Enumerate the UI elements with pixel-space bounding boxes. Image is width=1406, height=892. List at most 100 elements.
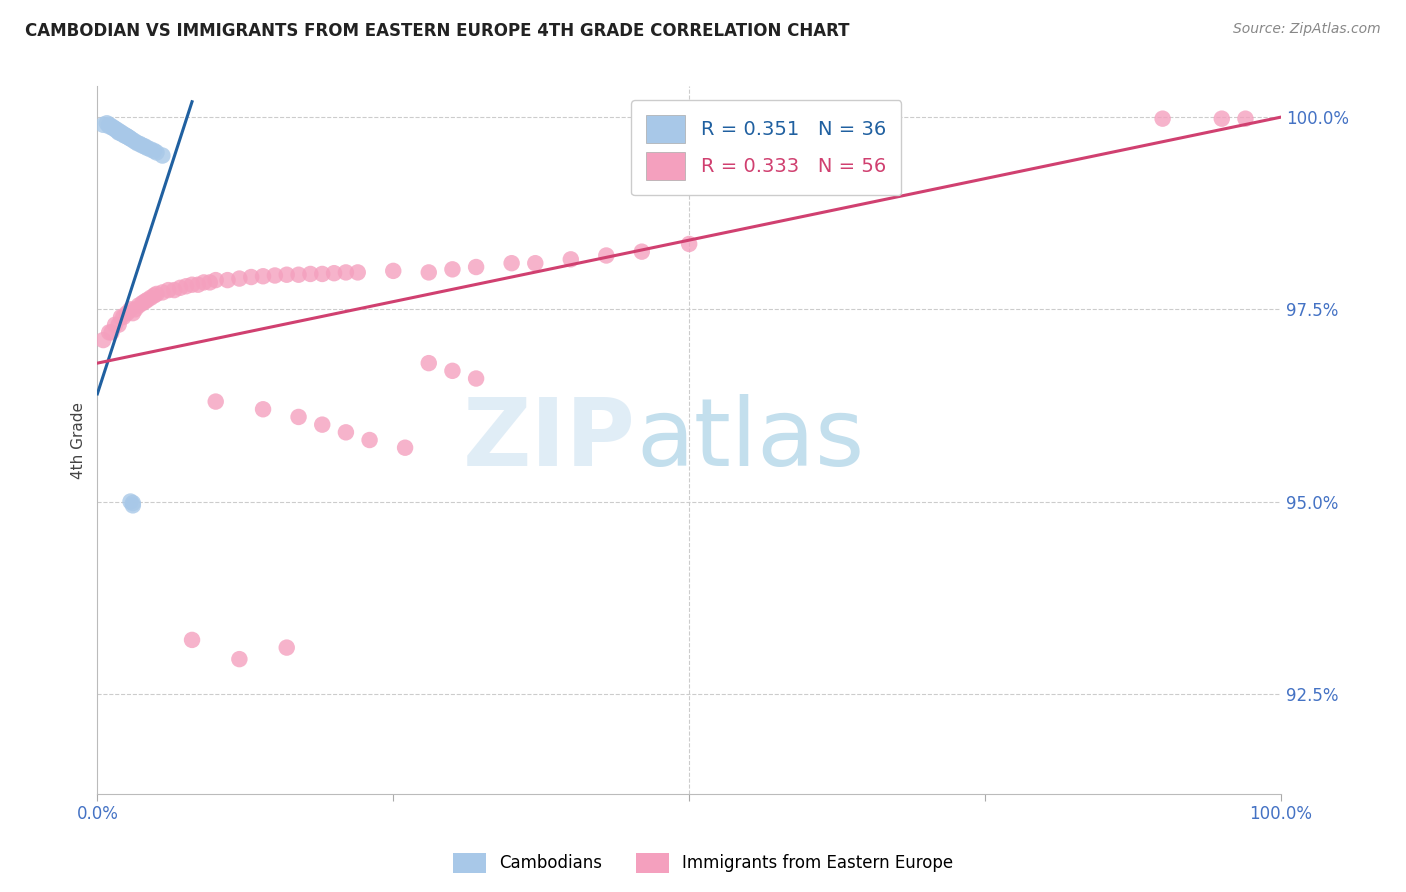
- Point: [287, 268, 309, 282]
- Point: [98, 118, 121, 132]
- Point: [129, 136, 152, 151]
- Point: [311, 417, 333, 432]
- Point: [105, 122, 128, 136]
- Point: [134, 139, 156, 153]
- Point: [121, 499, 143, 513]
- Point: [120, 302, 142, 317]
- Point: [630, 244, 652, 259]
- Point: [98, 326, 121, 340]
- Point: [131, 138, 153, 153]
- Point: [169, 281, 191, 295]
- Point: [118, 131, 141, 145]
- Point: [157, 283, 180, 297]
- Point: [104, 122, 127, 136]
- Point: [1234, 112, 1257, 126]
- Point: [181, 277, 204, 292]
- Point: [120, 494, 142, 508]
- Point: [136, 141, 159, 155]
- Point: [131, 296, 153, 310]
- Point: [143, 288, 166, 302]
- Point: [501, 256, 523, 270]
- Point: [136, 293, 159, 307]
- Point: [418, 265, 440, 279]
- Point: [107, 126, 129, 140]
- Point: [1152, 112, 1174, 126]
- Point: [441, 364, 464, 378]
- Point: [595, 248, 617, 262]
- Y-axis label: 4th Grade: 4th Grade: [72, 401, 86, 478]
- Point: [121, 306, 143, 320]
- Point: [112, 310, 135, 324]
- Text: ZIP: ZIP: [463, 394, 636, 486]
- Point: [187, 277, 209, 292]
- Point: [112, 127, 135, 141]
- Point: [276, 268, 298, 282]
- Point: [107, 318, 129, 332]
- Point: [127, 136, 149, 151]
- Point: [524, 256, 547, 270]
- Point: [163, 283, 186, 297]
- Point: [100, 120, 122, 134]
- Legend: R = 0.351   N = 36, R = 0.333   N = 56: R = 0.351 N = 36, R = 0.333 N = 56: [631, 100, 901, 195]
- Point: [91, 333, 114, 347]
- Point: [264, 268, 287, 283]
- Point: [107, 124, 129, 138]
- Point: [110, 310, 132, 324]
- Point: [335, 265, 357, 279]
- Point: [678, 237, 700, 252]
- Text: Source: ZipAtlas.com: Source: ZipAtlas.com: [1233, 22, 1381, 37]
- Point: [117, 130, 139, 145]
- Point: [394, 441, 416, 455]
- Point: [198, 276, 221, 290]
- Point: [139, 142, 162, 156]
- Point: [98, 120, 121, 134]
- Point: [382, 264, 405, 278]
- Point: [152, 285, 174, 300]
- Point: [240, 270, 263, 285]
- Point: [114, 128, 136, 143]
- Point: [103, 120, 125, 135]
- Point: [145, 145, 167, 160]
- Text: atlas: atlas: [636, 394, 865, 486]
- Point: [174, 279, 197, 293]
- Point: [359, 433, 381, 447]
- Point: [134, 294, 156, 309]
- Point: [121, 496, 143, 510]
- Point: [193, 276, 215, 290]
- Point: [104, 318, 127, 332]
- Point: [335, 425, 357, 440]
- Point: [96, 116, 118, 130]
- Point: [124, 135, 146, 149]
- Point: [1211, 112, 1233, 126]
- Legend: Cambodians, Immigrants from Eastern Europe: Cambodians, Immigrants from Eastern Euro…: [446, 847, 960, 880]
- Point: [91, 118, 114, 132]
- Point: [143, 144, 166, 158]
- Point: [128, 298, 150, 312]
- Point: [252, 269, 274, 284]
- Point: [145, 287, 167, 301]
- Point: [228, 271, 250, 285]
- Text: CAMBODIAN VS IMMIGRANTS FROM EASTERN EUROPE 4TH GRADE CORRELATION CHART: CAMBODIAN VS IMMIGRANTS FROM EASTERN EUR…: [25, 22, 849, 40]
- Point: [100, 326, 122, 340]
- Point: [465, 371, 488, 385]
- Point: [120, 131, 142, 145]
- Point: [346, 265, 368, 279]
- Point: [465, 260, 488, 274]
- Point: [204, 394, 226, 409]
- Point: [252, 402, 274, 417]
- Point: [287, 409, 309, 424]
- Point: [110, 126, 132, 140]
- Point: [152, 148, 174, 162]
- Point: [276, 640, 298, 655]
- Point: [217, 273, 239, 287]
- Point: [311, 267, 333, 281]
- Point: [418, 356, 440, 370]
- Point: [299, 267, 322, 281]
- Point: [124, 302, 146, 317]
- Point: [114, 128, 136, 143]
- Point: [107, 124, 129, 138]
- Point: [323, 266, 346, 280]
- Point: [111, 127, 134, 141]
- Point: [115, 306, 138, 320]
- Point: [560, 252, 582, 267]
